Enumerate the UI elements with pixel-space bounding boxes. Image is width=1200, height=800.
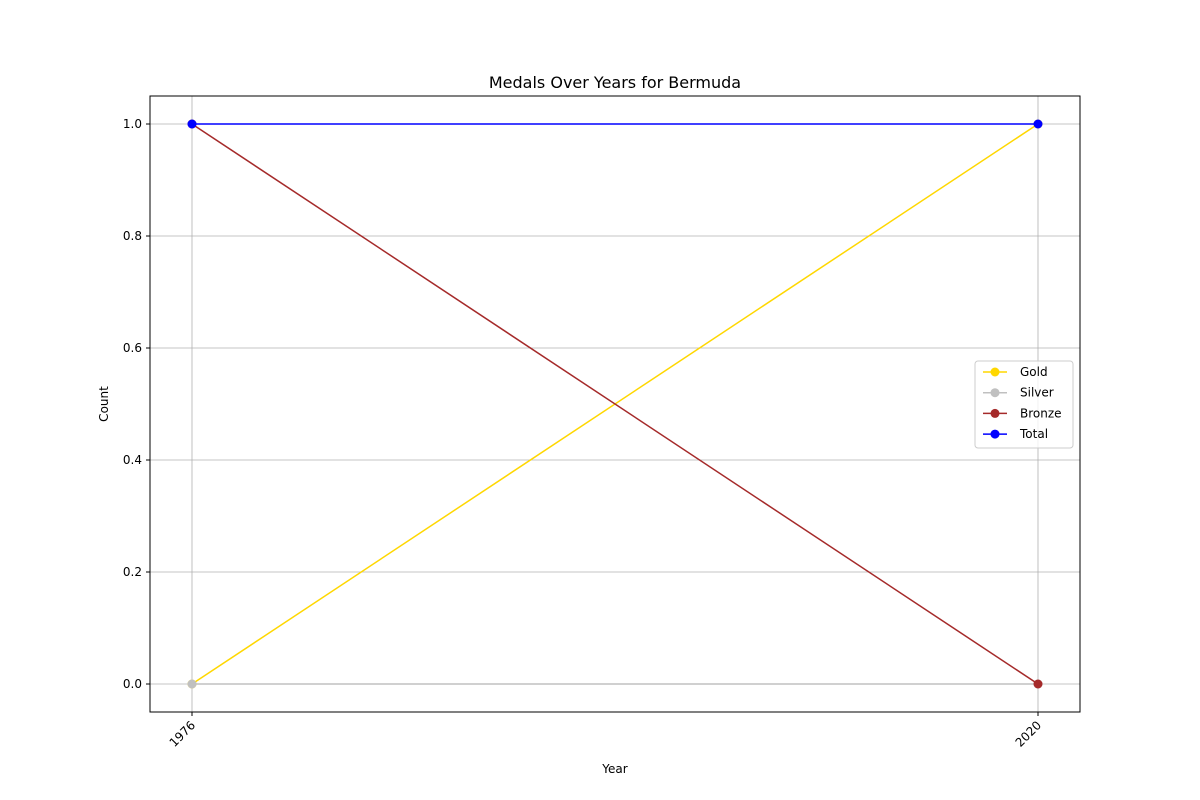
y-axis-label: Count xyxy=(97,386,111,422)
y-axis: 0.0 0.2 0.4 0.6 0.8 1.0 xyxy=(123,117,150,691)
data-point xyxy=(187,679,197,689)
legend-frame xyxy=(974,360,1074,449)
legend-item: Gold xyxy=(983,365,1048,379)
series-line xyxy=(191,123,1039,685)
legend-label: Bronze xyxy=(1020,406,1062,420)
x-axis: 1976 2020 xyxy=(167,712,1044,750)
y-tick-label: 0.6 xyxy=(123,341,142,355)
legend-item: Bronze xyxy=(983,406,1062,420)
legend-item: Silver xyxy=(983,386,1054,400)
legend-marker xyxy=(990,388,1000,398)
series-total xyxy=(187,119,1043,129)
y-tick-label: 1.0 xyxy=(123,117,142,131)
data-point xyxy=(187,119,197,129)
series-bronze xyxy=(187,119,1043,689)
series-silver xyxy=(187,679,1043,689)
data-point xyxy=(1033,119,1043,129)
legend-item: Total xyxy=(983,427,1048,441)
data-point xyxy=(1033,679,1043,689)
x-tick-label: 1976 xyxy=(167,718,198,749)
y-tick-label: 0.2 xyxy=(123,565,142,579)
chart-title: Medals Over Years for Bermuda xyxy=(489,73,741,92)
x-tick-label: 2020 xyxy=(1013,718,1044,749)
plot-frame xyxy=(149,95,1081,713)
legend-label: Silver xyxy=(1020,386,1054,400)
y-tick-label: 0.8 xyxy=(123,229,142,243)
legend-marker xyxy=(990,429,1000,439)
series-layer xyxy=(187,119,1043,689)
y-tick-label: 0.0 xyxy=(123,677,142,691)
legend-marker xyxy=(990,367,1000,377)
legend-label: Total xyxy=(1019,427,1048,441)
legend-label: Gold xyxy=(1020,365,1048,379)
x-axis-label: Year xyxy=(601,762,627,776)
legend-marker xyxy=(990,408,1000,418)
legend: Gold Silver Bronze Total xyxy=(974,360,1074,449)
y-tick-label: 0.4 xyxy=(123,453,142,467)
